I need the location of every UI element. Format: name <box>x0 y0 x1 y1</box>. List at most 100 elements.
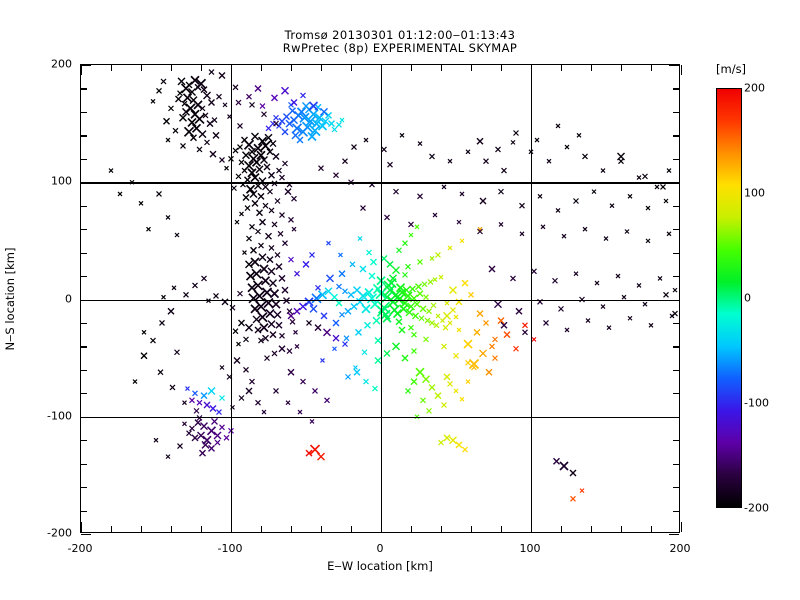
minor-tick <box>141 526 143 532</box>
y-tick-label: -200 <box>47 526 72 540</box>
x-axis-label: E‒W location [km] <box>327 559 433 573</box>
major-tick <box>81 534 91 536</box>
minor-tick <box>81 322 87 325</box>
major-tick <box>231 522 233 532</box>
minor-tick <box>561 65 563 71</box>
minor-tick <box>673 487 679 489</box>
major-tick <box>81 182 91 184</box>
minor-tick <box>591 526 593 532</box>
major-tick <box>531 522 533 532</box>
minor-tick <box>201 526 203 532</box>
minor-tick <box>81 440 87 442</box>
minor-tick <box>81 487 87 489</box>
colorbar-tick-label: 100 <box>744 186 765 200</box>
major-tick <box>669 65 679 67</box>
minor-tick <box>171 526 173 532</box>
major-tick <box>81 522 83 532</box>
minor-tick <box>351 65 353 71</box>
minor-tick <box>621 65 623 71</box>
major-tick <box>669 299 679 301</box>
major-tick <box>681 522 683 532</box>
minor-tick <box>673 205 679 207</box>
plot-title-line-2: RwPretec (8p) EXPERIMENTAL SKYMAP <box>282 41 518 55</box>
minor-tick <box>561 526 563 532</box>
minor-tick <box>81 111 87 114</box>
minor-tick <box>261 526 263 532</box>
major-tick <box>81 65 91 67</box>
y-axis-label: N‒S location [km] <box>3 247 17 351</box>
minor-tick <box>291 65 293 71</box>
scatter-points <box>108 69 678 502</box>
minor-tick <box>673 158 679 160</box>
minor-tick <box>441 65 443 71</box>
minor-tick <box>673 135 679 137</box>
minor-tick <box>673 229 679 231</box>
major-tick <box>381 65 383 75</box>
minor-tick <box>441 526 443 532</box>
minor-tick <box>111 65 113 71</box>
minor-tick <box>673 252 679 254</box>
minor-tick <box>81 205 87 207</box>
y-tick-label: 100 <box>51 174 72 188</box>
minor-tick <box>621 526 623 532</box>
major-tick <box>669 416 679 418</box>
x-tick-label: -200 <box>67 542 93 555</box>
minor-tick <box>673 440 679 442</box>
minor-tick <box>81 229 87 231</box>
minor-tick <box>673 463 679 465</box>
minor-tick <box>673 369 679 372</box>
scatter-data-layer <box>81 65 679 532</box>
major-tick <box>381 522 383 532</box>
y-tick-label: 200 <box>51 57 72 71</box>
minor-tick <box>673 346 679 348</box>
minor-tick <box>501 526 503 532</box>
x-tick-label: -100 <box>217 542 243 555</box>
minor-tick <box>501 65 503 71</box>
y-tick-label: -100 <box>47 409 72 423</box>
minor-tick <box>411 65 413 71</box>
minor-tick <box>81 393 87 395</box>
minor-tick <box>673 276 679 278</box>
minor-tick <box>673 322 679 325</box>
minor-tick <box>81 463 87 465</box>
minor-tick <box>81 88 87 90</box>
minor-tick <box>651 526 653 532</box>
colorbar-unit-label: [m/s] <box>716 62 747 76</box>
minor-tick <box>141 65 143 71</box>
colorbar-tick-label: -100 <box>744 396 769 410</box>
minor-tick <box>81 158 87 160</box>
minor-tick <box>81 135 87 137</box>
colorbar-tick-label: -200 <box>744 501 769 515</box>
minor-tick <box>471 65 473 71</box>
major-tick <box>531 65 533 75</box>
major-tick <box>669 182 679 184</box>
minor-tick <box>673 88 679 90</box>
x-tick-label: 0 <box>376 542 384 555</box>
minor-tick <box>351 526 353 532</box>
plot-area <box>80 64 683 536</box>
minor-tick <box>201 65 203 71</box>
minor-tick <box>261 65 263 71</box>
minor-tick <box>81 346 87 348</box>
y-tick-label: 0 <box>65 292 72 305</box>
minor-tick <box>171 65 173 71</box>
minor-tick <box>673 111 679 114</box>
minor-tick <box>411 526 413 532</box>
colorbar-tick-labels: -200 -100 0 100 200 <box>744 82 800 515</box>
major-tick <box>681 65 683 75</box>
minor-tick <box>81 510 87 512</box>
minor-tick <box>111 526 113 532</box>
colorbar-tick-label: 0 <box>744 291 751 305</box>
minor-tick <box>321 526 323 532</box>
minor-tick <box>321 65 323 71</box>
colorbar-tick-label: 200 <box>744 81 765 95</box>
minor-tick <box>291 526 293 532</box>
major-tick <box>669 534 679 536</box>
major-tick <box>231 65 233 75</box>
x-tick-label: 200 <box>669 542 691 555</box>
minor-tick <box>673 510 679 512</box>
minor-tick <box>81 276 87 278</box>
plot-title-line-1: Tromsø 20130301 01:12:00‒01:13:43 <box>284 28 516 42</box>
minor-tick <box>673 393 679 395</box>
